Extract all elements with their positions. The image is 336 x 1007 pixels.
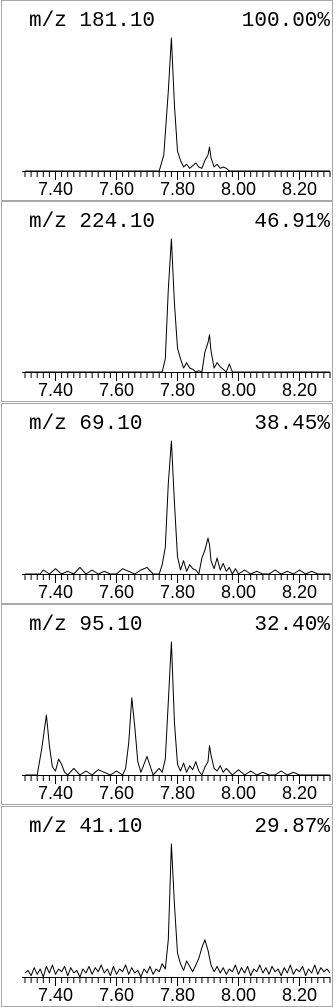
- mz-label: m/z 224.10: [29, 211, 155, 234]
- percent-label: 46.91%: [254, 211, 330, 234]
- x-tick-label: 7.80: [160, 985, 195, 1005]
- chromatogram-panel-3: m/z 69.10 38.45% 7.40 7.60 7.80 8.00 8.20: [1, 403, 333, 604]
- x-tick-label: 7.60: [99, 985, 134, 1005]
- x-tick-label: 7.80: [160, 179, 195, 199]
- panel-frame: [1, 0, 333, 201]
- x-tick-label: 7.40: [38, 783, 73, 803]
- x-tick-label: 8.00: [221, 985, 256, 1005]
- ion-trace-line: [25, 238, 330, 373]
- x-tick-label: 8.20: [282, 783, 317, 803]
- ion-trace-line: [25, 37, 330, 172]
- mz-label: m/z 95.10: [29, 614, 142, 637]
- panel-frame: [1, 403, 333, 604]
- x-tick-label: 7.40: [38, 380, 73, 400]
- x-tick-label: 7.60: [99, 582, 134, 602]
- chromatogram-panel-5: m/z 41.10 29.87% 7.40 7.60 7.80 8.00 8.20: [1, 806, 333, 1007]
- x-tick-label: 8.20: [282, 582, 317, 602]
- x-tick-label: 7.80: [160, 783, 195, 803]
- x-tick-label: 7.60: [99, 179, 134, 199]
- x-tick-label: 8.20: [282, 380, 317, 400]
- percent-label: 100.00%: [242, 10, 331, 33]
- x-tick-label: 7.40: [38, 582, 73, 602]
- x-tick-label: 8.20: [282, 179, 317, 199]
- x-tick-label: 7.60: [99, 380, 134, 400]
- x-tick-label: 7.80: [160, 380, 195, 400]
- chromatogram-panel-1: m/z 181.10 100.00% 7.40 7.60 7.80 8.00 8.20: [1, 0, 333, 201]
- percent-label: 32.40%: [254, 614, 330, 637]
- mz-label: m/z 69.10: [29, 413, 142, 436]
- mz-label: m/z 41.10: [29, 816, 142, 839]
- percent-label: 38.45%: [254, 413, 330, 436]
- chromatogram-panel-4: m/z 95.10 32.40% 7.40 7.60 7.80 8.00 8.20: [1, 604, 333, 805]
- x-tick-label: 8.00: [221, 179, 256, 199]
- x-tick-label: 8.00: [221, 380, 256, 400]
- x-tick-label: 7.40: [38, 985, 73, 1005]
- x-tick-label: 8.00: [221, 582, 256, 602]
- ion-trace-line: [25, 440, 330, 575]
- x-tick-label: 7.40: [38, 179, 73, 199]
- x-tick-label: 8.00: [221, 783, 256, 803]
- x-tick-label: 7.60: [99, 783, 134, 803]
- panel-frame: [1, 604, 333, 805]
- percent-label: 29.87%: [254, 816, 330, 839]
- chromatogram-panel-2: m/z 224.10 46.91% 7.40 7.60 7.80 8.00 8.20: [1, 201, 333, 402]
- ion-trace-line: [25, 641, 330, 776]
- x-tick-label: 7.80: [160, 582, 195, 602]
- mz-label: m/z 181.10: [29, 10, 155, 33]
- panel-frame: [1, 201, 333, 402]
- x-tick-label: 8.20: [282, 985, 317, 1005]
- ion-trace-line: [24, 843, 331, 978]
